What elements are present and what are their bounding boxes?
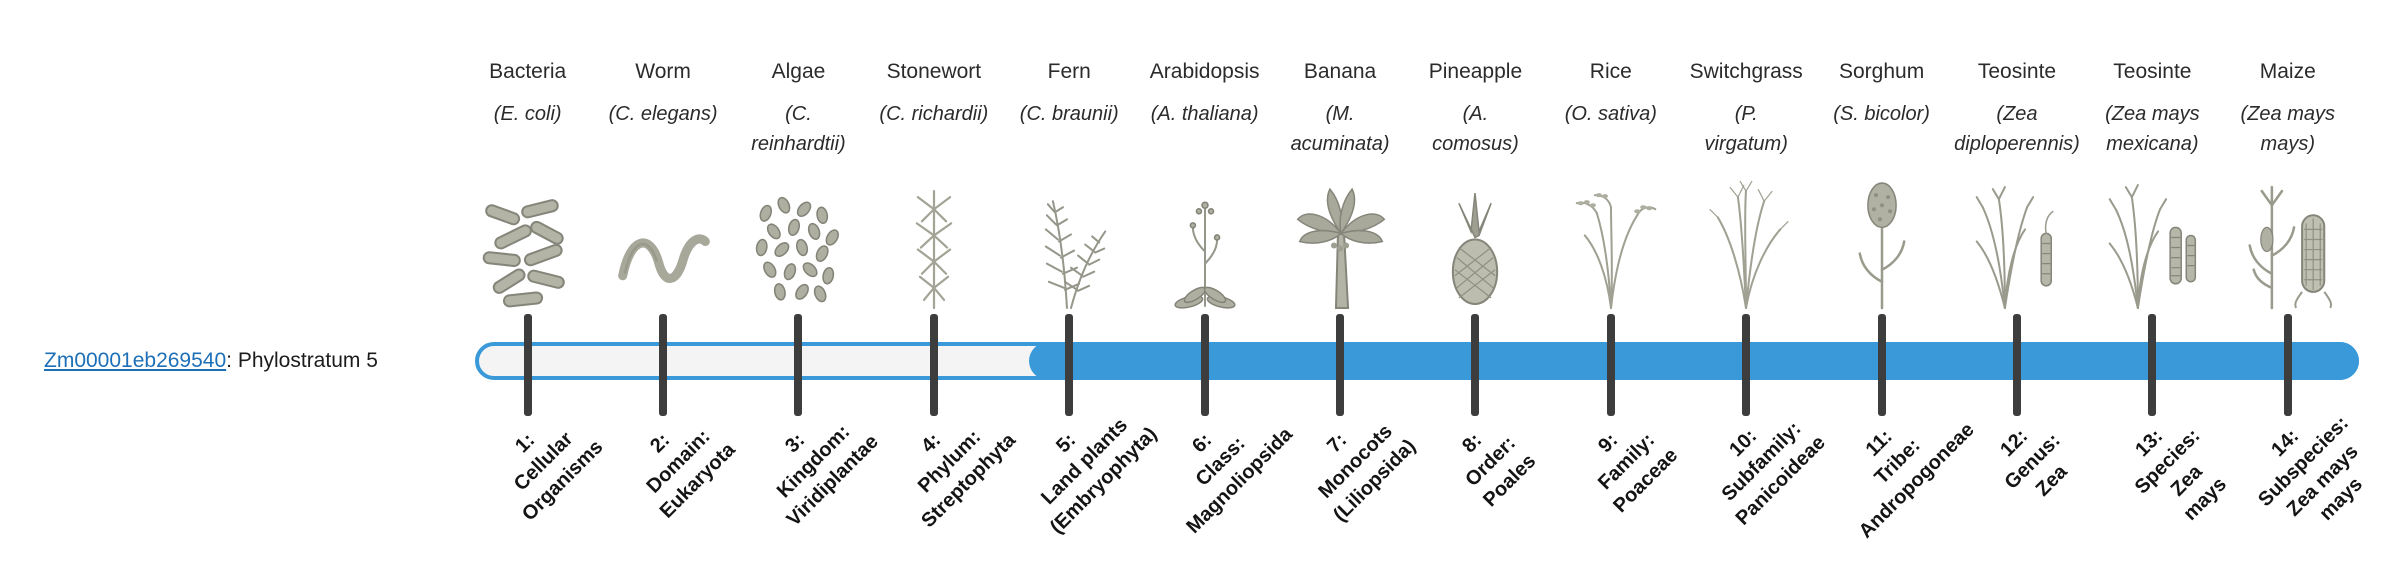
phylostratum-tick: [1606, 314, 1615, 416]
taxon-common-name: Fern: [1047, 60, 1091, 83]
taxon-column-arabidopsis: Arabidopsis (A. thaliana): [1137, 0, 1297, 580]
taxon-common-name: Bacteria: [489, 60, 567, 83]
phylostratum-tick: [1200, 314, 1209, 416]
worm-icon: [611, 175, 715, 311]
taxon-scientific-name: (Zea mays mays): [2240, 103, 2335, 155]
taxon-scientific-name: (O. sativa): [1564, 103, 1657, 125]
banana-icon: [1288, 175, 1392, 311]
taxon-column-maize: Maize (Zea mays mays): [2220, 0, 2367, 580]
phylostratum-tick: [2148, 314, 2157, 416]
taxon-column-teosinte-diploperennis: Teosinte (Zea diploperennis): [1949, 0, 2084, 580]
fern-icon: [1017, 175, 1121, 311]
taxon-common-name: Teosinte: [2113, 60, 2192, 83]
taxon-scientific-name: (M. acuminata): [1290, 103, 1390, 155]
phylostratum-label: 1: Cellular Organisms: [509, 428, 607, 526]
arabidopsis-icon: [1153, 175, 1257, 311]
taxon-column-bacteria: Bacteria (E. coli): [460, 0, 607, 580]
taxon-common-name: Teosinte: [1977, 60, 2057, 83]
gene-phylostratum-text: : Phylostratum 5: [226, 349, 378, 372]
taxon-scientific-name: (E. coli): [493, 103, 562, 125]
taxon-column-banana: Banana (M. acuminata) 7: Mo: [1272, 0, 1420, 580]
maize-icon: [2236, 175, 2340, 311]
pineapple-icon: [1423, 175, 1527, 311]
taxon-column-pineapple: Pineapple (A. comosus) 8: Order: Poales: [1408, 0, 1543, 580]
gene-id-link[interactable]: Zm00001eb269540: [44, 349, 227, 372]
taxon-common-name: Banana: [1303, 60, 1377, 83]
taxon-common-name: Pineapple: [1428, 60, 1523, 83]
taxon-scientific-name: (S. bicolor): [1833, 103, 1930, 125]
taxon-column-sorghum: Sorghum (S. bicolor) 11: Trib: [1814, 0, 1978, 580]
taxon-common-name: Rice: [1589, 60, 1632, 83]
taxon-common-name: Algae: [771, 60, 826, 83]
taxon-scientific-name: (C. reinhardtii): [751, 103, 846, 155]
taxon-column-rice: Rice (O. sativa): [1543, 0, 1682, 580]
phylostratum-label: 14: Subspecies: Zea mays mays: [2254, 412, 2367, 526]
sorghum-icon: [1830, 175, 1934, 311]
phylostratum-tick: [2012, 314, 2021, 416]
bacteria-icon: [476, 175, 580, 311]
phylostratum-tick: [659, 314, 668, 416]
taxon-common-name: Worm: [635, 60, 691, 83]
taxon-scientific-name: (P. virgatum): [1704, 103, 1788, 155]
switchgrass-icon: [1694, 175, 1798, 311]
taxon-scientific-name: (A. thaliana): [1150, 103, 1259, 125]
phylostratum-tick: [1742, 314, 1751, 416]
rice-icon: [1559, 175, 1663, 311]
taxon-scientific-name: (A. comosus): [1432, 103, 1519, 155]
phylostratum-tick: [929, 314, 938, 416]
gene-label: Zm00001eb269540: Phylostratum 5: [44, 349, 378, 373]
taxon-column-teosinte-mexicana: Teosinte (Zea mays mexicana): [2085, 0, 2231, 580]
phylostratum-tick: [1877, 314, 1886, 416]
taxon-common-name: Maize: [2259, 60, 2316, 83]
taxon-scientific-name: (Zea mays mexicana): [2105, 103, 2200, 155]
stonewort-icon: [882, 175, 986, 311]
taxon-common-name: Sorghum: [1838, 60, 1925, 83]
taxon-common-name: Arabidopsis: [1149, 60, 1260, 83]
phylostratum-tick: [794, 314, 803, 416]
taxon-column-stonewort: Stonewort (C. richardii) 4: Phylum: Stre…: [866, 0, 1019, 580]
phylostratum-tick: [523, 314, 532, 416]
taxon-scientific-name: (C. richardii): [879, 103, 989, 125]
taxon-column-fern: Fern (C. braunii): [1002, 0, 1162, 580]
phylostratum-tick: [1336, 314, 1345, 416]
phylostratum-tick: [1471, 314, 1480, 416]
taxon-column-switchgrass: Switchgrass (P. virgatum): [1679, 0, 1830, 580]
phylostratum-label: 8: Order: Poales: [1458, 429, 1541, 512]
taxon-column-worm: Worm (C. elegans) 2: Domain: Eukaryota: [595, 0, 740, 580]
taxon-scientific-name: (Zea diploperennis): [1954, 103, 2080, 155]
taxon-common-name: Stonewort: [886, 60, 982, 83]
phylostratum-label: 12: Genus: Zea: [1996, 425, 2072, 501]
taxon-scientific-name: (C. braunii): [1019, 103, 1119, 125]
phylostratum-label: 3: Kingdom: Viridiplantae: [773, 421, 884, 531]
phylostratum-tick: [2283, 314, 2292, 416]
phylostratum-label: 9: Family: Poaceae: [1593, 429, 1682, 517]
algae-icon: [746, 175, 850, 311]
phylostrata-bar-fill: [1029, 342, 2359, 380]
phylostratum-label: 7: Monocots (Liliopsida): [1314, 420, 1421, 527]
taxon-common-name: Switchgrass: [1689, 60, 1803, 83]
taxon-column-algae: Algae (C. reinhardtii): [731, 0, 883, 580]
teosinte-icon: [2100, 175, 2204, 311]
taxon-scientific-name: (C. elegans): [608, 103, 718, 125]
phylostratum-label: 10: Subfamily: Panicoideae: [1718, 417, 1830, 530]
teosinte-icon: [1965, 175, 2069, 311]
taxa-columns: Bacteria (E. coli): [460, 0, 2367, 580]
phylostratum-tick: [1065, 314, 1074, 416]
phylostratum-label: 2: Domain: Eukaryota: [642, 425, 740, 523]
phylostratum-label: 4: Phylum: Streptophyta: [914, 426, 1020, 532]
